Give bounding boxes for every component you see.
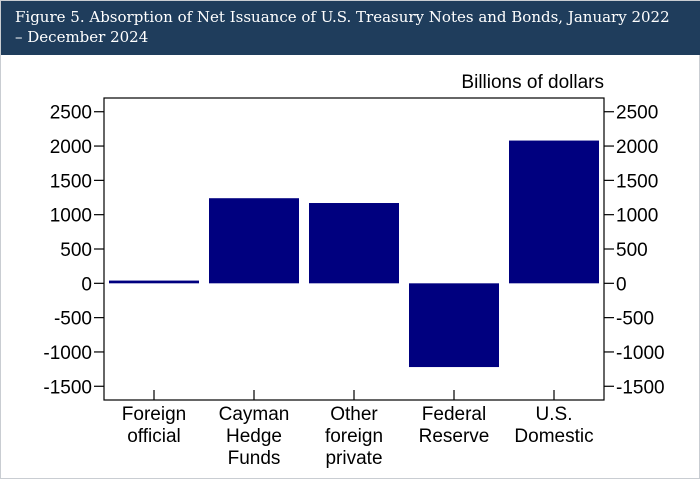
x-category-label: Other foreign private [325, 404, 383, 469]
y-tick-label-left: 1500 [50, 171, 92, 192]
x-category-label: Cayman Hedge Funds [219, 404, 290, 469]
y-tick-label-left: -1000 [43, 343, 92, 364]
y-tick-label-right: 500 [616, 240, 648, 261]
x-category-label-line: Hedge [226, 426, 282, 447]
figure-title: Figure 5. Absorption of Net Issuance of … [15, 8, 670, 46]
x-category-label-line: Funds [228, 448, 281, 469]
bar-federal-reserve [409, 283, 499, 368]
x-category-label: Federal Reserve [419, 404, 490, 447]
x-category-label-line: Federal [422, 404, 486, 425]
x-category-label-line: private [325, 448, 382, 469]
x-category-label-line: foreign [325, 426, 383, 447]
y-tick-label-left: 2000 [50, 137, 92, 158]
y-tick-label-left: -500 [54, 309, 92, 330]
y-tick-label-right: 1500 [616, 171, 658, 192]
y-tick-label-right: -1500 [616, 377, 665, 398]
x-category-label-line: Cayman [219, 404, 290, 425]
bar-foreign-official [109, 280, 199, 284]
y-tick-label-left: 500 [60, 240, 92, 261]
y-tick-label-right: -500 [616, 309, 654, 330]
x-category-label-line: Domestic [514, 426, 593, 447]
x-category-label-line: official [127, 426, 181, 447]
x-category-label: U.S. Domestic [514, 404, 593, 447]
unit-label: Billions of dollars [461, 72, 604, 93]
y-tick-label-left: -1500 [43, 377, 92, 398]
y-tick-label-left: 0 [81, 274, 92, 295]
x-category-label-line: Reserve [419, 426, 490, 447]
x-category-label-line: Foreign [122, 404, 186, 425]
figure-header: Figure 5. Absorption of Net Issuance of … [1, 1, 700, 55]
x-category-label-line: U.S. [536, 404, 573, 425]
y-tick-label-left: 1000 [50, 206, 92, 227]
y-tick-label-right: -1000 [616, 343, 665, 364]
y-tick-label-left: 2500 [50, 103, 92, 124]
y-tick-label-right: 1000 [616, 206, 658, 227]
bar-cayman-hedge-funds [209, 198, 299, 284]
y-tick-label-right: 2500 [616, 103, 658, 124]
bar-other-foreign-private [309, 203, 399, 284]
y-tick-label-right: 2000 [616, 137, 658, 158]
x-category-label: Foreign official [122, 404, 186, 447]
y-tick-label-right: 0 [616, 274, 627, 295]
x-category-label-line: Other [330, 404, 378, 425]
bar-u-s-domestic [509, 140, 599, 284]
